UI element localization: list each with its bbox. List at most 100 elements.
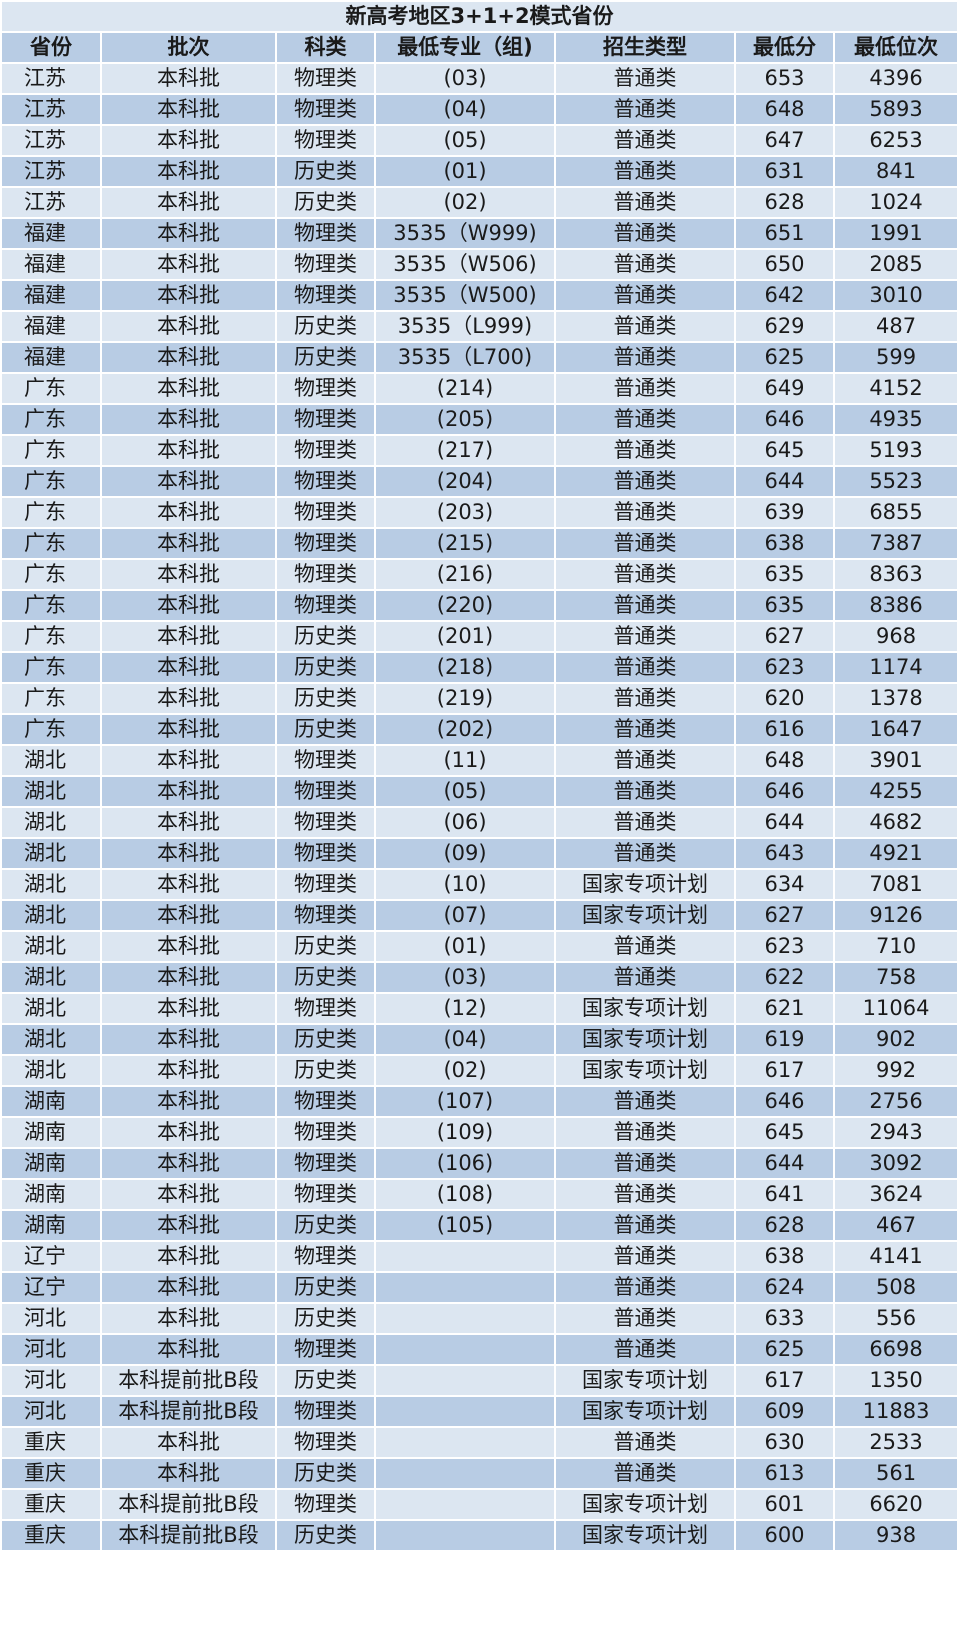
cell-province: 湖南 (0, 1085, 102, 1118)
cell-subject: 历史类 (275, 341, 376, 374)
cell-min-major-group: (07) (374, 899, 556, 932)
cell-province: 福建 (0, 310, 102, 343)
cell-min-rank: 8363 (832, 558, 957, 591)
cell-subject: 物理类 (275, 806, 376, 839)
cell-batch: 本科批 (100, 1116, 277, 1149)
cell-min-score: 623 (734, 651, 835, 684)
cell-enroll-type: 普通类 (554, 403, 736, 436)
cell-batch: 本科批 (100, 341, 277, 374)
cell-min-score: 638 (734, 527, 835, 560)
cell-subject: 历史类 (275, 961, 376, 994)
cell-min-rank: 508 (832, 1271, 957, 1304)
cell-min-rank: 992 (832, 1054, 957, 1087)
cell-min-major-group: (205) (374, 403, 556, 436)
cell-min-major-group: (02) (374, 1054, 556, 1087)
table-row: 湖北 本科批 历史类 (02) 国家专项计划 617 992 (0, 1054, 957, 1087)
cell-min-rank: 4935 (832, 403, 957, 436)
table-row: 湖南 本科批 物理类 (106) 普通类 644 3092 (0, 1147, 957, 1180)
header-subject: 科类 (275, 31, 376, 64)
cell-min-score: 644 (734, 806, 835, 839)
cell-min-score: 641 (734, 1178, 835, 1211)
cell-subject: 历史类 (275, 186, 376, 219)
cell-enroll-type: 国家专项计划 (554, 1054, 736, 1087)
cell-batch: 本科批 (100, 806, 277, 839)
cell-min-score: 644 (734, 465, 835, 498)
cell-min-rank: 4921 (832, 837, 957, 870)
cell-enroll-type: 国家专项计划 (554, 1488, 736, 1521)
cell-province: 广东 (0, 403, 102, 436)
cell-batch: 本科批 (100, 651, 277, 684)
cell-min-rank: 902 (832, 1023, 957, 1056)
cell-batch: 本科提前批B段 (100, 1364, 277, 1397)
cell-subject: 历史类 (275, 620, 376, 653)
cell-batch: 本科批 (100, 558, 277, 591)
cell-min-score: 642 (734, 279, 835, 312)
cell-batch: 本科批 (100, 1178, 277, 1211)
cell-batch: 本科批 (100, 403, 277, 436)
cell-province: 广东 (0, 372, 102, 405)
cell-min-major-group: (09) (374, 837, 556, 870)
cell-min-major-group: (04) (374, 93, 556, 126)
cell-min-score: 627 (734, 899, 835, 932)
cell-min-major-group: 3535（W500) (374, 279, 556, 312)
cell-batch: 本科批 (100, 372, 277, 405)
table-row: 湖北 本科批 物理类 (10) 国家专项计划 634 7081 (0, 868, 957, 901)
cell-subject: 历史类 (275, 651, 376, 684)
table-row: 河北 本科批 物理类 普通类 625 6698 (0, 1333, 957, 1366)
table-row: 湖南 本科批 历史类 (105) 普通类 628 467 (0, 1209, 957, 1242)
cell-subject: 历史类 (275, 1209, 376, 1242)
cell-min-score: 649 (734, 372, 835, 405)
cell-min-major-group: (216) (374, 558, 556, 591)
cell-subject: 物理类 (275, 1333, 376, 1366)
table-row: 辽宁 本科批 历史类 普通类 624 508 (0, 1271, 957, 1304)
cell-min-rank: 11883 (832, 1395, 957, 1428)
cell-min-score: 646 (734, 1085, 835, 1118)
cell-batch: 本科批 (100, 434, 277, 467)
cell-province: 福建 (0, 279, 102, 312)
cell-min-rank: 710 (832, 930, 957, 963)
cell-subject: 历史类 (275, 155, 376, 188)
cell-min-score: 628 (734, 186, 835, 219)
cell-province: 江苏 (0, 186, 102, 219)
cell-province: 江苏 (0, 124, 102, 157)
cell-min-rank: 6253 (832, 124, 957, 157)
cell-province: 河北 (0, 1302, 102, 1335)
cell-min-score: 638 (734, 1240, 835, 1273)
cell-subject: 历史类 (275, 310, 376, 343)
cell-min-major-group: (203) (374, 496, 556, 529)
cell-min-score: 653 (734, 62, 835, 95)
cell-min-rank: 1991 (832, 217, 957, 250)
cell-min-rank: 11064 (832, 992, 957, 1025)
cell-min-score: 647 (734, 124, 835, 157)
cell-subject: 物理类 (275, 899, 376, 932)
cell-province: 江苏 (0, 62, 102, 95)
cell-province: 湖北 (0, 806, 102, 839)
cell-batch: 本科批 (100, 1147, 277, 1180)
cell-min-score: 643 (734, 837, 835, 870)
cell-min-rank: 4152 (832, 372, 957, 405)
table-row: 湖南 本科批 物理类 (109) 普通类 645 2943 (0, 1116, 957, 1149)
cell-min-major-group (374, 1488, 556, 1521)
cell-subject: 物理类 (275, 1395, 376, 1428)
cell-min-rank: 7081 (832, 868, 957, 901)
cell-province: 河北 (0, 1364, 102, 1397)
cell-province: 重庆 (0, 1488, 102, 1521)
cell-enroll-type: 普通类 (554, 1240, 736, 1273)
cell-min-major-group: (03) (374, 62, 556, 95)
table-row: 广东 本科批 历史类 (202) 普通类 616 1647 (0, 713, 957, 746)
cell-min-score: 617 (734, 1364, 835, 1397)
cell-enroll-type: 普通类 (554, 620, 736, 653)
cell-min-rank: 487 (832, 310, 957, 343)
table-row: 湖北 本科批 历史类 (03) 普通类 622 758 (0, 961, 957, 994)
cell-min-score: 600 (734, 1519, 835, 1552)
cell-enroll-type: 普通类 (554, 651, 736, 684)
cell-min-rank: 2085 (832, 248, 957, 281)
cell-min-rank: 4682 (832, 806, 957, 839)
cell-enroll-type: 普通类 (554, 341, 736, 374)
cell-min-major-group: (12) (374, 992, 556, 1025)
cell-min-rank: 968 (832, 620, 957, 653)
cell-min-score: 650 (734, 248, 835, 281)
cell-min-major-group (374, 1364, 556, 1397)
cell-min-rank: 3092 (832, 1147, 957, 1180)
cell-min-rank: 5893 (832, 93, 957, 126)
